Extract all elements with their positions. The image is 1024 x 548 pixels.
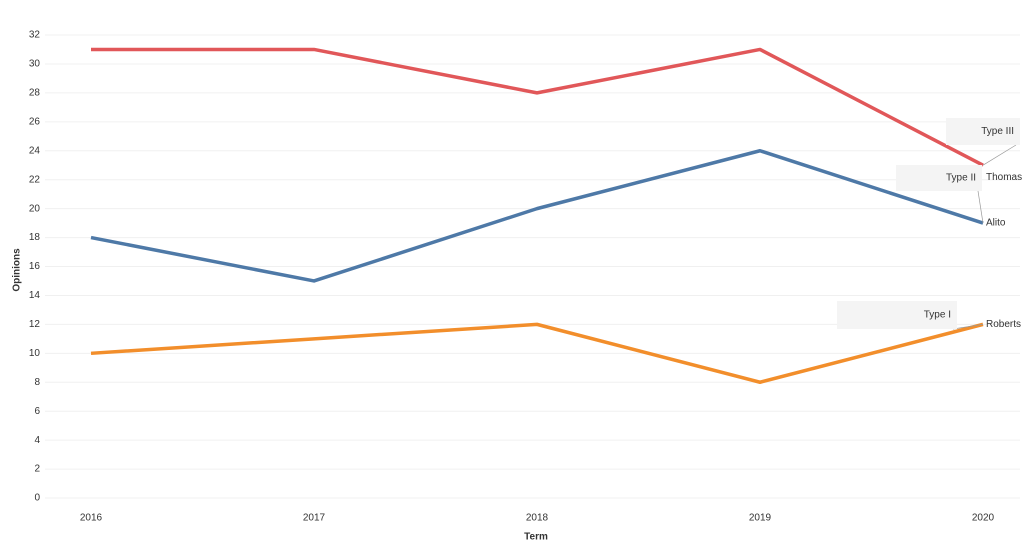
x-tick-label: 2018 [526,513,549,524]
x-tick-label: 2017 [303,513,326,524]
y-tick-label: 32 [29,30,41,41]
annotation-box [946,118,1020,145]
annotation: Type III [981,126,1014,137]
x-tick-label: 2020 [972,513,995,524]
y-tick-label: 6 [34,406,40,417]
annotation-box [837,301,957,329]
line [91,47,984,167]
y-tick-label: 12 [29,319,41,330]
annotation-box [896,165,982,191]
y-tick-label: 18 [29,232,41,243]
series-label: Alito [986,218,1006,229]
x-axis-label: Term [524,532,548,543]
x-tick-label: 2019 [749,513,772,524]
y-tick-label: 16 [29,261,41,272]
annotation-line [952,324,984,330]
line [90,149,984,283]
y-tick-label: 26 [29,116,41,127]
y-tick-label: 24 [29,145,41,156]
annotation: Type II [946,173,976,184]
y-tick-label: 8 [34,377,40,388]
annotation: Type I [924,310,951,321]
x-tick-label: 2016 [80,513,103,524]
y-tick-label: 2 [34,464,40,475]
line [90,322,984,384]
series-label: Roberts [986,319,1021,330]
y-axis-label: Opinions [12,248,23,292]
y-tick-label: 22 [29,174,41,185]
y-tick-label: 20 [29,203,41,214]
y-tick-label: 0 [34,493,40,504]
y-tick-label: 14 [29,290,41,301]
annotation-line [977,190,984,224]
y-tick-label: 30 [29,59,41,70]
y-tick-label: 4 [34,435,40,446]
y-tick-label: 10 [29,348,41,359]
annotation-line [982,144,1017,166]
y-tick-label: 28 [29,88,41,99]
series-label: Thomas [986,172,1022,183]
